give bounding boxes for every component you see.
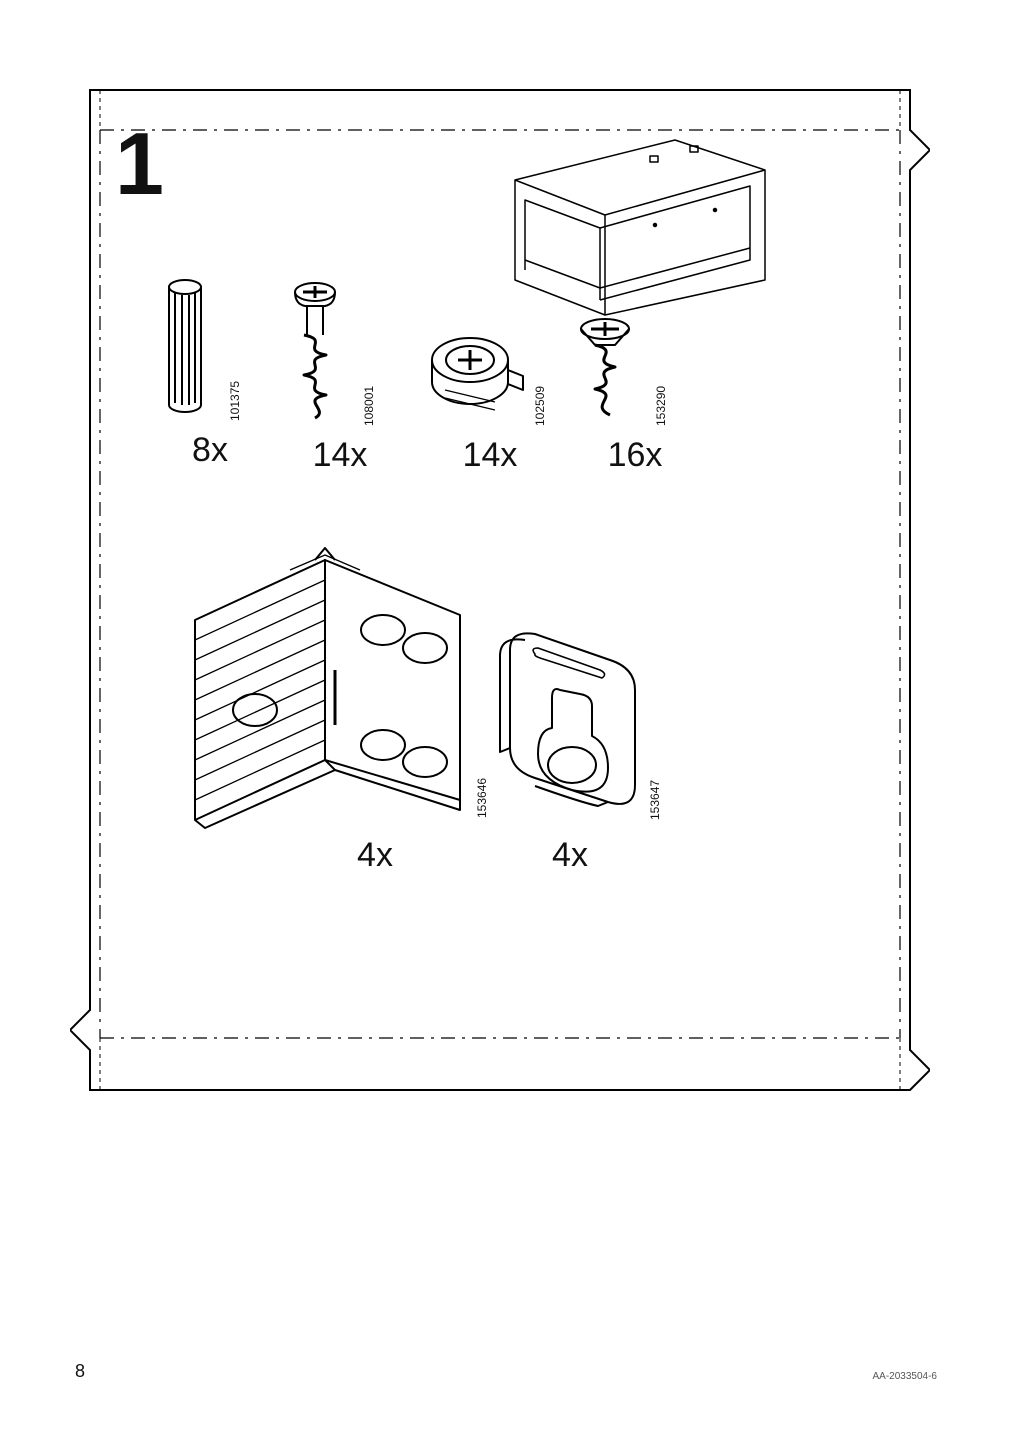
part-code: 101375	[228, 381, 242, 421]
bolt-icon	[270, 280, 360, 430]
part-code: 153290	[654, 386, 668, 426]
instruction-page: 1	[0, 0, 1012, 1432]
part-plate: 153647 4x	[480, 620, 660, 875]
part-screw: 153290 16x	[560, 315, 710, 475]
part-bracket: 153646 4x	[175, 530, 495, 875]
part-qty: 16x	[560, 436, 710, 475]
document-id: AA-2033504-6	[873, 1371, 938, 1382]
part-dowel: 101375 8x	[150, 275, 270, 470]
part-qty: 14x	[270, 436, 410, 475]
part-bolt: 108001 14x	[270, 280, 410, 475]
step-number: 1	[115, 120, 164, 208]
page-number: 8	[75, 1361, 85, 1382]
part-qty: 4x	[480, 836, 660, 875]
part-code: 102509	[533, 386, 547, 426]
plate-icon	[480, 620, 660, 830]
cabinet-preview-icon	[495, 120, 785, 320]
screw-icon	[560, 315, 650, 430]
part-code: 108001	[362, 386, 376, 426]
part-qty: 8x	[150, 431, 270, 470]
bracket-icon	[175, 530, 495, 830]
part-code: 153647	[648, 780, 662, 820]
cam-icon	[415, 320, 535, 430]
part-qty: 4x	[255, 836, 495, 875]
dowel-icon	[150, 275, 220, 425]
part-qty: 14x	[415, 436, 565, 475]
part-cam: 102509 14x	[415, 320, 565, 475]
